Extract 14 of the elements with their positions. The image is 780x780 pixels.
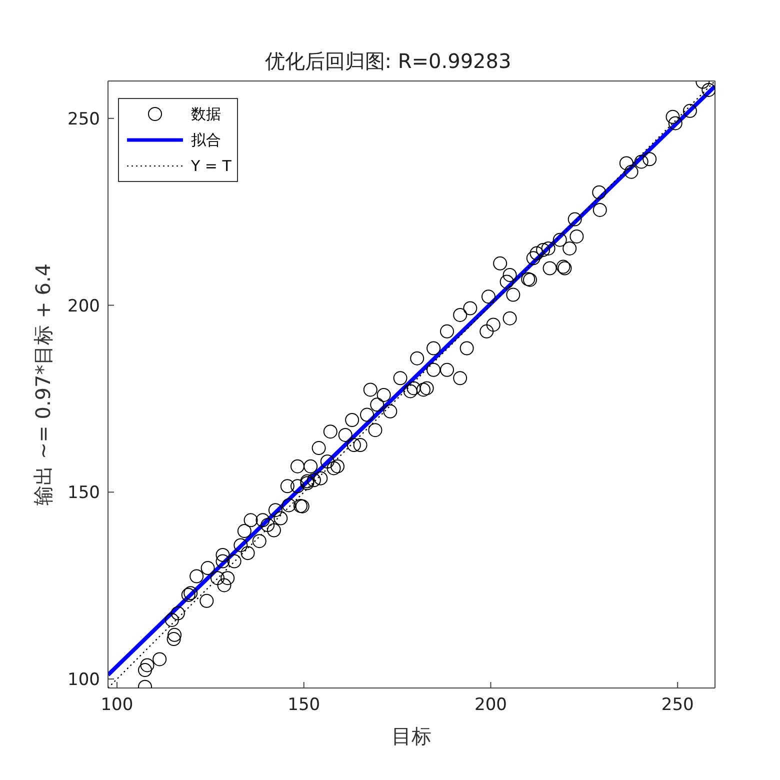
x-tick-label: 150 (288, 695, 320, 716)
y-tick-label: 150 (68, 483, 100, 504)
chart-title: 优化后回归图: R=0.99283 (264, 48, 512, 75)
legend-label: Y = T (191, 157, 232, 175)
y-tick-label: 200 (68, 296, 100, 316)
x-tick-label: 200 (474, 695, 507, 716)
x-axis-title: 目标 (392, 724, 432, 748)
y-axis-title: 输出 ~= 0.97*目标 + 6.4 (31, 263, 56, 506)
legend-label: 拟合 (191, 130, 221, 150)
y-tick-label: 100 (68, 670, 100, 690)
x-tick-label: 250 (661, 695, 694, 716)
legend-label: 数据 (191, 104, 221, 124)
x-tick-label: 100 (100, 695, 134, 716)
y-tick-label: 250 (68, 109, 100, 130)
